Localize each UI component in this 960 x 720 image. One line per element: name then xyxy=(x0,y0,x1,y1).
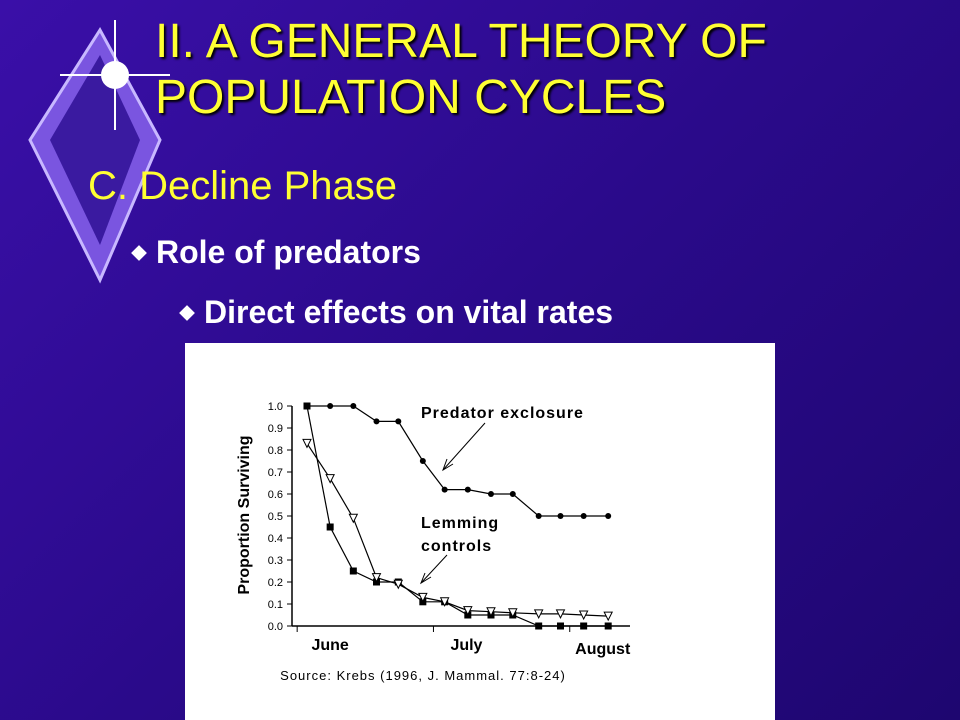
y-tick-label: 0.3 xyxy=(268,555,283,567)
arrow xyxy=(442,422,486,471)
series-line xyxy=(306,405,609,627)
chart: Proportion Surviving Predator exclosure … xyxy=(185,343,775,720)
y-tick-label: 0.7 xyxy=(268,467,283,479)
chart-background xyxy=(185,343,775,720)
arrow xyxy=(420,554,448,584)
marker xyxy=(325,474,335,484)
marker xyxy=(603,611,614,622)
arrowhead xyxy=(419,572,432,585)
marker xyxy=(533,609,544,620)
marker xyxy=(509,491,516,497)
y-tick-label: 1.0 xyxy=(268,401,283,413)
marker xyxy=(349,567,357,575)
y-tick-label: 0.9 xyxy=(268,423,283,435)
series-line xyxy=(306,443,609,617)
marker xyxy=(439,597,450,607)
series-line xyxy=(306,405,609,517)
slide-title: II. A GENERAL THEORY OF POPULATION CYCLE… xyxy=(155,15,767,124)
y-tick-label: 0.1 xyxy=(268,599,283,611)
marker xyxy=(535,513,542,519)
marker xyxy=(486,607,496,617)
bullet: Direct effects on vital rates xyxy=(179,294,614,331)
marker xyxy=(557,513,564,519)
y-tick-label: 0.2 xyxy=(268,577,283,589)
marker xyxy=(371,573,382,583)
x-tick-label: August xyxy=(575,641,631,658)
marker xyxy=(373,418,380,425)
marker xyxy=(605,513,612,519)
annotation: Lemming xyxy=(421,515,499,532)
bullet-text: Direct effects on vital rates xyxy=(204,294,614,330)
marker xyxy=(487,491,494,497)
marker xyxy=(327,403,334,409)
x-tick-label: July xyxy=(450,637,482,654)
decoration xyxy=(28,20,170,284)
marker xyxy=(555,609,566,620)
y-tick-label: 0.5 xyxy=(268,511,283,523)
marker xyxy=(326,523,334,531)
source: Source: Krebs (1996, J. Mammal. 77:8-24) xyxy=(280,668,566,683)
y-tick-label: 0.4 xyxy=(268,533,283,545)
marker xyxy=(441,486,448,493)
subheading: C. Decline Phase xyxy=(88,164,398,208)
marker xyxy=(302,438,312,449)
marker xyxy=(464,486,471,493)
bullet-text: Role of predators xyxy=(156,234,421,270)
marker xyxy=(419,458,426,464)
bullet: Role of predators xyxy=(131,234,421,271)
y-tick-label: 0.8 xyxy=(268,445,283,457)
marker xyxy=(348,513,359,524)
y-axis-label: Proportion Surviving xyxy=(236,435,253,594)
marker xyxy=(578,610,589,621)
marker xyxy=(463,606,473,616)
y-tick-label: 0.0 xyxy=(268,621,283,633)
x-tick-label: June xyxy=(311,637,348,654)
marker xyxy=(393,579,404,590)
marker xyxy=(604,622,612,630)
marker xyxy=(395,418,402,425)
marker xyxy=(303,402,311,410)
marker xyxy=(418,592,428,603)
marker xyxy=(350,403,357,409)
marker xyxy=(535,622,543,630)
marker xyxy=(580,513,587,519)
marker xyxy=(580,622,588,630)
annotation: Predator exclosure xyxy=(421,405,584,422)
marker xyxy=(507,608,518,618)
arrowhead xyxy=(442,458,454,472)
annotation: controls xyxy=(421,538,492,555)
marker xyxy=(556,622,564,630)
y-tick-label: 0.6 xyxy=(268,489,283,501)
